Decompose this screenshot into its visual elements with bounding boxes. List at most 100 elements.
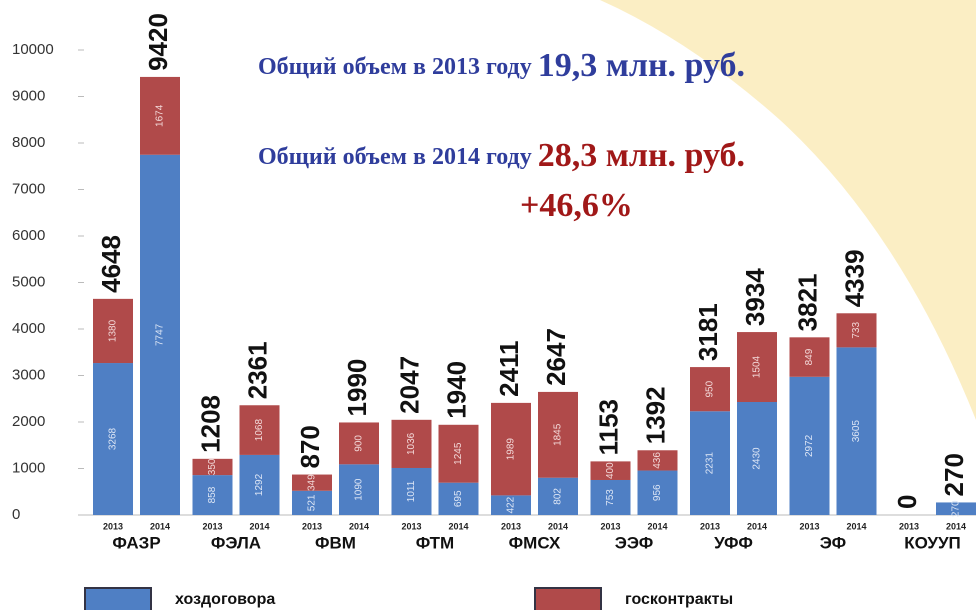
- bar-segment: [590, 479, 631, 515]
- x-tick-label: 2014: [846, 521, 866, 531]
- legend-label: хоздоговора: [175, 591, 275, 608]
- y-tick-label: 0: [12, 506, 20, 523]
- total-label: 1940: [441, 361, 471, 419]
- segment-label: 1090: [354, 478, 365, 501]
- bar-segment: [637, 450, 678, 471]
- segment-label: 3605: [851, 420, 862, 443]
- segment-label: 2231: [705, 452, 716, 475]
- segment-label: 400: [605, 462, 616, 479]
- x-tick-label: 2013: [700, 521, 720, 531]
- x-tick-label: 2014: [647, 521, 667, 531]
- segment-label: 950: [705, 380, 716, 397]
- segment-label: 1380: [108, 319, 119, 342]
- bar-segment: [239, 454, 280, 515]
- y-tick-label: 10000: [12, 41, 54, 58]
- x-tick-label: 2014: [448, 521, 468, 531]
- total-label: 9420: [143, 13, 173, 71]
- bar-segment: [737, 402, 777, 515]
- total-label: 3934: [740, 268, 770, 326]
- bar-segment: [491, 495, 531, 515]
- segment-label: 350: [207, 458, 218, 475]
- segment-label: 849: [804, 348, 815, 365]
- bar-segment: [690, 367, 730, 412]
- total-label: 4648: [96, 235, 126, 293]
- y-tick-label: 7000: [12, 180, 45, 197]
- group-label: ЭФ: [820, 533, 846, 552]
- bar-segment: [339, 422, 379, 465]
- bar-segment: [789, 376, 830, 515]
- background-shape: [600, 0, 976, 420]
- group-label: ФЭЛА: [211, 533, 261, 552]
- segment-label: 858: [207, 486, 218, 503]
- total-label: 1990: [342, 359, 372, 417]
- bar-segment: [538, 477, 578, 515]
- bar-segment: [491, 402, 531, 496]
- bar-segment: [438, 482, 479, 515]
- segment-label: 1292: [254, 473, 265, 496]
- segment-label: 7747: [155, 323, 166, 346]
- segment-label: 1036: [406, 432, 417, 455]
- segment-label: 349: [307, 474, 318, 491]
- annotation: Общий объем в 2014 году 28,3 млн. руб.: [258, 137, 745, 174]
- x-tick-label: 2013: [899, 521, 919, 531]
- bar-segment: [538, 391, 578, 478]
- segment-label: 1989: [506, 438, 517, 461]
- segment-label: 2972: [804, 434, 815, 457]
- y-tick-label: 9000: [12, 87, 45, 104]
- segment-label: 802: [553, 488, 564, 505]
- x-tick-label: 2013: [799, 521, 819, 531]
- annotation: Общий объем в 2013 году 19,3 млн. руб.: [258, 47, 745, 84]
- group-label: ЭЭФ: [615, 533, 653, 552]
- segment-label: 695: [453, 490, 464, 507]
- bar-segment: [93, 363, 133, 515]
- x-tick-label: 2014: [150, 521, 170, 531]
- bar-segment: [737, 332, 777, 403]
- y-tick-label: 5000: [12, 273, 45, 290]
- bar-segment: [192, 475, 233, 515]
- y-tick-label: 2000: [12, 413, 45, 430]
- bar-segment: [438, 424, 479, 483]
- bar-segment: [391, 467, 432, 515]
- total-label: 870: [295, 425, 325, 468]
- segment-label: 3268: [108, 427, 119, 450]
- x-tick-label: 2013: [202, 521, 222, 531]
- bar-segment: [93, 298, 133, 364]
- bar-segment: [192, 458, 233, 476]
- y-tick-label: 4000: [12, 320, 45, 337]
- legend-swatch: [534, 587, 602, 610]
- group-label: ФАЗР: [112, 533, 160, 552]
- bar-segment: [690, 411, 730, 515]
- x-tick-label: 2013: [600, 521, 620, 531]
- x-tick-label: 2013: [302, 521, 322, 531]
- total-label: 1153: [593, 399, 623, 455]
- segment-label: 1504: [752, 355, 763, 378]
- legend-swatch: [84, 587, 152, 610]
- y-tick-label: 1000: [12, 459, 45, 476]
- total-label: 3821: [792, 273, 822, 331]
- x-tick-label: 2014: [249, 521, 269, 531]
- bar-segment: [292, 490, 332, 515]
- segment-label: 270: [951, 500, 962, 517]
- bar-segment: [339, 464, 379, 515]
- total-label: 2647: [541, 328, 571, 386]
- total-label: 2047: [394, 356, 424, 414]
- group-label: КОУУП: [904, 533, 961, 552]
- annotation: +46,6%: [520, 187, 633, 224]
- x-tick-label: 2014: [548, 521, 568, 531]
- bar-segment: [637, 470, 678, 515]
- group-label: ФТМ: [416, 533, 454, 552]
- segment-label: 900: [354, 435, 365, 452]
- x-tick-label: 2013: [103, 521, 123, 531]
- segment-label: 753: [605, 489, 616, 506]
- total-label: 0: [892, 495, 922, 509]
- total-label: 1208: [195, 395, 225, 453]
- group-label: УФФ: [714, 533, 753, 552]
- total-label: 4339: [839, 249, 869, 307]
- bar-segment: [836, 313, 877, 348]
- total-label: 270: [939, 453, 969, 496]
- x-tick-label: 2013: [501, 521, 521, 531]
- bar-segment: [590, 461, 631, 480]
- bar-segment: [936, 502, 976, 515]
- bar-segment: [292, 474, 332, 491]
